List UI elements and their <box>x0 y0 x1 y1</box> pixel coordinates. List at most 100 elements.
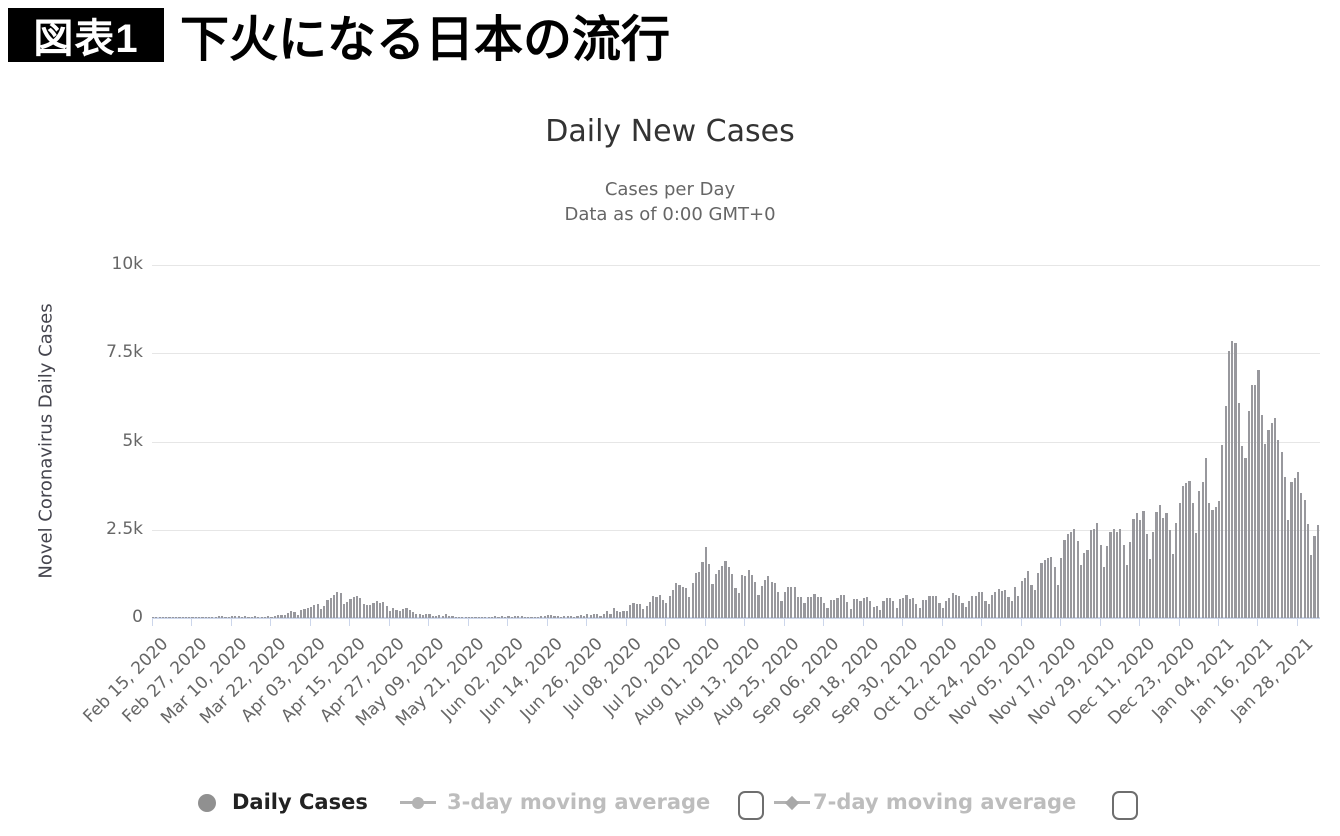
bar <box>994 592 997 618</box>
bar <box>987 603 990 618</box>
bar <box>372 603 375 618</box>
bar <box>1188 481 1191 618</box>
bar <box>819 596 823 618</box>
bar <box>536 616 540 618</box>
bar <box>1270 422 1273 618</box>
bar <box>1221 444 1224 618</box>
bar <box>898 599 902 618</box>
bar <box>908 598 911 618</box>
bar <box>280 614 283 618</box>
bar <box>882 600 885 618</box>
plot-area[interactable] <box>152 265 1320 626</box>
bar <box>1129 542 1132 618</box>
bar <box>1106 546 1109 618</box>
bar <box>1086 549 1089 618</box>
bar <box>494 615 497 618</box>
bar <box>918 608 921 618</box>
bar <box>402 608 405 618</box>
bar <box>1290 482 1293 618</box>
bar <box>1083 552 1086 618</box>
bar <box>849 608 852 618</box>
x-tick-mark <box>1099 618 1101 626</box>
bar <box>1116 531 1119 618</box>
bar <box>365 605 369 618</box>
bar <box>606 611 609 618</box>
bar <box>1191 502 1194 618</box>
bar <box>1244 458 1247 618</box>
bar <box>1162 517 1165 618</box>
legend-marker-daily-cases <box>198 794 216 812</box>
x-tick-mark <box>152 618 153 626</box>
bar <box>977 591 981 618</box>
bar <box>869 601 872 618</box>
bar <box>1293 477 1296 618</box>
bar <box>1079 564 1082 618</box>
checkbox-7-day-average[interactable] <box>1112 791 1138 820</box>
legend-item-3-day-average[interactable]: 3-day moving average <box>447 790 711 814</box>
x-tick-mark <box>783 618 785 626</box>
checkbox-3-day-average[interactable] <box>738 791 764 820</box>
bar <box>464 616 467 618</box>
legend-item-daily-cases[interactable]: Daily Cases <box>232 790 368 814</box>
x-tick-mark <box>1060 618 1062 626</box>
bar <box>253 616 257 618</box>
bar <box>826 607 829 618</box>
bar <box>270 616 273 618</box>
bar <box>161 617 165 618</box>
bar <box>1208 503 1211 618</box>
bar <box>474 617 477 618</box>
bar <box>1204 458 1208 618</box>
bar <box>1310 554 1313 618</box>
bar <box>342 604 346 618</box>
bar <box>1227 350 1231 618</box>
bar <box>523 616 526 618</box>
bar <box>224 616 227 618</box>
bar <box>724 561 727 618</box>
bar <box>773 583 777 618</box>
bar <box>214 616 217 618</box>
bar <box>625 610 628 618</box>
bar <box>596 614 599 618</box>
y-axis-labels: 0 2.5k 5k 7.5k 10k <box>0 254 143 627</box>
bar <box>678 585 681 618</box>
chart-title: Daily New Cases <box>545 114 795 149</box>
bar <box>201 617 204 618</box>
legend-item-7-day-average[interactable]: 7-day moving average <box>813 790 1077 814</box>
bar <box>1132 518 1135 618</box>
bar <box>362 604 365 618</box>
bar <box>711 584 714 618</box>
bar <box>198 617 201 618</box>
bar <box>1201 482 1204 618</box>
bar <box>349 598 352 618</box>
bar <box>1234 343 1237 618</box>
bar <box>1046 557 1050 618</box>
bar <box>204 617 207 618</box>
bar <box>369 604 372 618</box>
bar <box>990 595 994 618</box>
bar <box>609 613 612 618</box>
bar <box>704 547 707 618</box>
bar <box>1112 529 1115 618</box>
bar <box>556 616 559 618</box>
bar <box>293 611 296 618</box>
bar <box>441 616 444 618</box>
bar <box>211 616 214 618</box>
bar <box>740 574 744 618</box>
bar <box>1004 590 1007 618</box>
bar <box>260 616 263 618</box>
bar <box>237 616 240 618</box>
bar <box>642 608 645 618</box>
bar <box>1076 541 1079 618</box>
bar <box>434 616 438 618</box>
bar <box>810 596 813 618</box>
x-tick-mark <box>507 618 509 626</box>
bar <box>309 606 313 618</box>
x-tick-mark <box>625 618 627 626</box>
bar <box>612 608 615 618</box>
bar <box>842 594 846 618</box>
bar <box>645 606 648 618</box>
bar <box>467 616 471 618</box>
bar <box>602 613 605 618</box>
bar <box>589 614 592 618</box>
bar <box>411 611 415 618</box>
